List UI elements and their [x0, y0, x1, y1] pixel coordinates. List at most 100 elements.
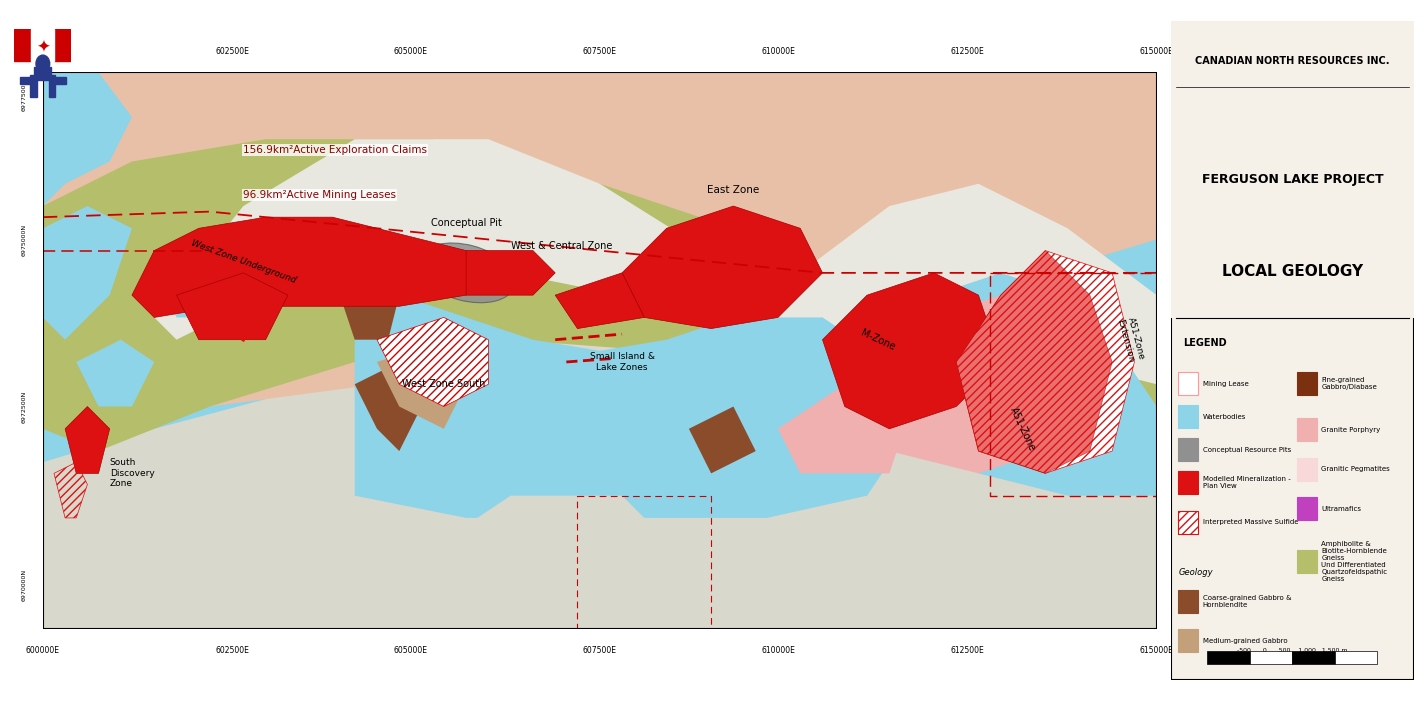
Text: M-Zone: M-Zone [860, 327, 897, 352]
Text: Conceptual Pit: Conceptual Pit [431, 218, 501, 228]
Bar [54, 29, 71, 61]
Polygon shape [76, 339, 154, 407]
Polygon shape [377, 339, 466, 429]
Text: CANADIAN NORTH RESOURCES INC.: CANADIAN NORTH RESOURCES INC. [1195, 56, 1389, 66]
Text: 615000E: 615000E [1140, 47, 1174, 56]
Text: 610000E: 610000E [761, 47, 795, 56]
Text: 602500E: 602500E [216, 47, 248, 56]
Polygon shape [43, 206, 131, 339]
Polygon shape [177, 273, 288, 339]
Polygon shape [466, 251, 555, 295]
Polygon shape [333, 251, 400, 339]
Bar [1250, 651, 1292, 664]
Bar [1297, 372, 1317, 395]
Text: Modelled Mineralization -
Plan View: Modelled Mineralization - Plan View [1202, 476, 1291, 489]
Bar [1178, 629, 1198, 652]
Polygon shape [43, 139, 1157, 451]
Text: Interpreted Massive Sulfide: Interpreted Massive Sulfide [1202, 519, 1298, 525]
Polygon shape [555, 273, 644, 329]
Bar [31, 29, 54, 61]
Text: ✦: ✦ [36, 39, 50, 57]
Polygon shape [688, 407, 755, 473]
Bar [1297, 498, 1317, 521]
Text: 600000E: 600000E [26, 646, 60, 655]
Polygon shape [43, 295, 1157, 629]
Polygon shape [66, 407, 110, 473]
Bar [1178, 511, 1198, 533]
Text: Granitic Pegmatites: Granitic Pegmatites [1321, 466, 1391, 473]
Text: FERGUSON LAKE PROJECT: FERGUSON LAKE PROJECT [1201, 173, 1384, 186]
Text: 6970000N: 6970000N [21, 569, 26, 601]
Bar [1178, 405, 1198, 428]
Text: East Zone: East Zone [707, 185, 760, 195]
Text: Waterbodies: Waterbodies [1202, 414, 1245, 420]
Text: South
Discovery
Zone: South Discovery Zone [110, 458, 154, 488]
Bar [1297, 418, 1317, 441]
Text: Granite Porphyry: Granite Porphyry [1321, 427, 1381, 433]
Text: Amphibolite &
Biotite-Hornblende
Gneiss
Und Differentiated
Quartzofeldspathic
Gn: Amphibolite & Biotite-Hornblende Gneiss … [1321, 541, 1388, 582]
Bar [1178, 372, 1198, 395]
Bar [1297, 458, 1317, 481]
Text: 615000E: 615000E [1140, 646, 1174, 655]
Text: 607500E: 607500E [583, 47, 617, 56]
Polygon shape [354, 362, 421, 451]
Bar [56, 77, 66, 84]
Text: 610000E: 610000E [761, 646, 795, 655]
Polygon shape [354, 295, 911, 518]
Bar [1178, 438, 1198, 461]
Polygon shape [890, 273, 1157, 495]
Text: 602500E: 602500E [216, 646, 248, 655]
Polygon shape [43, 72, 1157, 407]
Polygon shape [623, 206, 823, 329]
Text: 6972500N: 6972500N [21, 390, 26, 422]
Text: 612500E: 612500E [951, 646, 984, 655]
Text: LOCAL GEOLOGY: LOCAL GEOLOGY [1222, 264, 1362, 279]
Bar [1292, 651, 1335, 664]
Bar [49, 75, 56, 97]
Text: 6977500N: 6977500N [21, 79, 26, 111]
Polygon shape [154, 139, 688, 339]
Text: West Zone Underground: West Zone Underground [190, 238, 297, 285]
Text: Small Island &
Lake Zones: Small Island & Lake Zones [590, 352, 654, 372]
Text: A51-Zone: A51-Zone [1008, 405, 1038, 453]
Polygon shape [778, 384, 911, 473]
Text: Mining Lease: Mining Lease [1202, 381, 1248, 387]
Polygon shape [43, 72, 131, 206]
Bar [1208, 651, 1250, 664]
Polygon shape [957, 251, 1134, 473]
Text: Conceptual Resource Pits: Conceptual Resource Pits [1202, 447, 1291, 453]
Polygon shape [444, 495, 667, 629]
Bar [1171, 21, 1414, 318]
Text: West & Central Zone: West & Central Zone [511, 241, 613, 251]
Circle shape [36, 55, 50, 72]
Text: West Zone South: West Zone South [403, 379, 486, 390]
Bar [30, 75, 37, 97]
Text: 605000E: 605000E [393, 47, 427, 56]
Text: Medium-grained Gabbro: Medium-grained Gabbro [1202, 638, 1287, 644]
Polygon shape [823, 273, 1001, 429]
Ellipse shape [417, 243, 516, 303]
Text: 612500E: 612500E [951, 47, 984, 56]
Polygon shape [154, 251, 221, 317]
Text: 605000E: 605000E [393, 646, 427, 655]
Text: 607500E: 607500E [583, 646, 617, 655]
Text: Fine-grained
Gabbro/Diabase: Fine-grained Gabbro/Diabase [1321, 377, 1377, 390]
Text: Coarse-grained Gabbro &
Hornblendite: Coarse-grained Gabbro & Hornblendite [1202, 595, 1291, 608]
Bar [20, 77, 30, 84]
Text: Geology: Geology [1178, 569, 1212, 577]
Polygon shape [957, 251, 1112, 473]
Bar [34, 67, 51, 80]
Bar [1178, 471, 1198, 494]
Polygon shape [734, 184, 1157, 384]
Text: A51-Zone
Extension: A51-Zone Extension [1115, 316, 1145, 364]
Text: 156.9km²Active Exploration Claims: 156.9km²Active Exploration Claims [243, 145, 427, 155]
Text: 6975000N: 6975000N [21, 223, 26, 256]
Polygon shape [131, 217, 488, 317]
Text: Ultramafics: Ultramafics [1321, 506, 1361, 512]
Bar [1297, 550, 1317, 573]
Text: -500      0      500    1,000   1,500 m: -500 0 500 1,000 1,500 m [1237, 648, 1348, 653]
Text: LEGEND: LEGEND [1182, 338, 1227, 348]
Polygon shape [377, 317, 488, 407]
Bar [1178, 511, 1198, 533]
Polygon shape [867, 295, 1090, 473]
